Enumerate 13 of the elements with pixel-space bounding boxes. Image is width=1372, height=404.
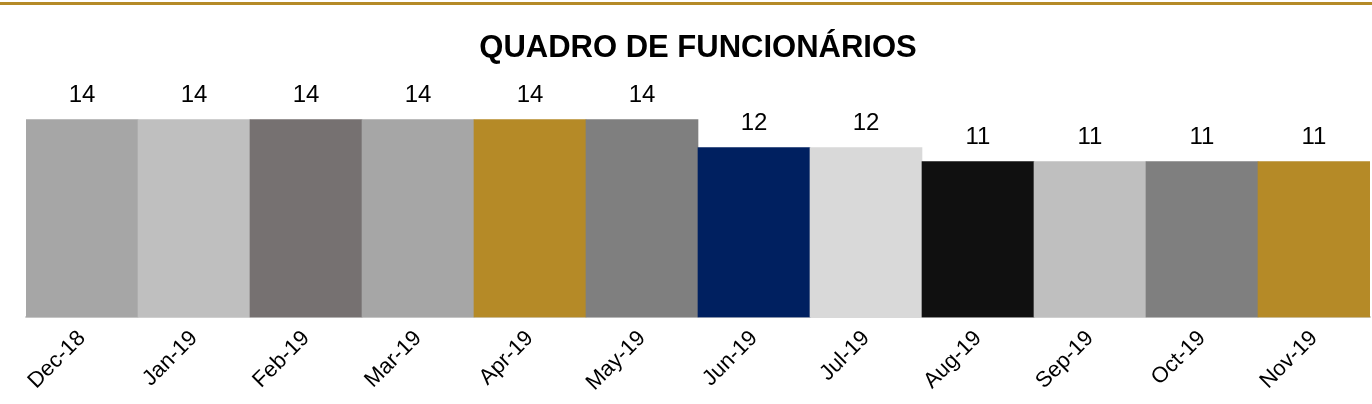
data-label: 14	[180, 79, 208, 107]
data-label: 12	[852, 108, 880, 136]
data-label: 14	[404, 79, 432, 107]
data-label: 14	[628, 79, 656, 107]
chart-title: QUADRO DE FUNCIONÁRIOS	[479, 29, 917, 65]
data-label: 14	[516, 79, 544, 107]
data-label: 11	[1189, 122, 1215, 150]
data-label: 11	[965, 122, 991, 150]
data-label: 14	[68, 79, 96, 107]
data-label: 11	[1077, 122, 1103, 150]
data-label: 14	[292, 79, 320, 107]
data-label: 12	[740, 108, 768, 136]
data-label: 11	[1301, 122, 1327, 150]
